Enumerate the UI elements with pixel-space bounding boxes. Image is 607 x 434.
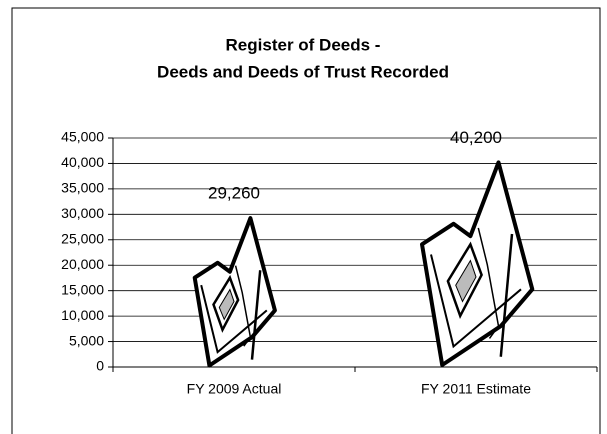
y-tick-label: 30,000 [61, 205, 104, 221]
y-tick-label: 45,000 [61, 129, 104, 145]
x-tick-label: FY 2011 Estimate [421, 381, 531, 397]
chart-title: Register of Deeds - [226, 35, 381, 54]
y-tick-label: 15,000 [61, 281, 104, 297]
chart-frame [11, 7, 601, 434]
y-tick-label: 5,000 [69, 332, 104, 348]
y-tick-label: 10,000 [61, 307, 104, 323]
data-label: 29,260 [208, 184, 260, 203]
bar-detail [200, 284, 268, 354]
chart-subtitle: Deeds and Deeds of Trust Recorded [157, 62, 449, 81]
x-tick-label: FY 2009 Actual [187, 381, 282, 397]
bar-detail [234, 265, 252, 347]
y-tick-label: 40,000 [61, 154, 104, 170]
bar-detail [499, 233, 514, 357]
y-tick-label: 35,000 [61, 180, 104, 196]
bar-detail [477, 227, 500, 339]
bar-detail [250, 270, 262, 360]
bar-detail [430, 254, 522, 349]
data-label: 40,200 [450, 128, 502, 147]
bar-detail [455, 259, 477, 303]
y-tick-label: 0 [96, 358, 104, 374]
y-tick-label: 20,000 [61, 256, 104, 272]
y-tick-label: 25,000 [61, 230, 104, 246]
bar-detail [218, 288, 235, 321]
